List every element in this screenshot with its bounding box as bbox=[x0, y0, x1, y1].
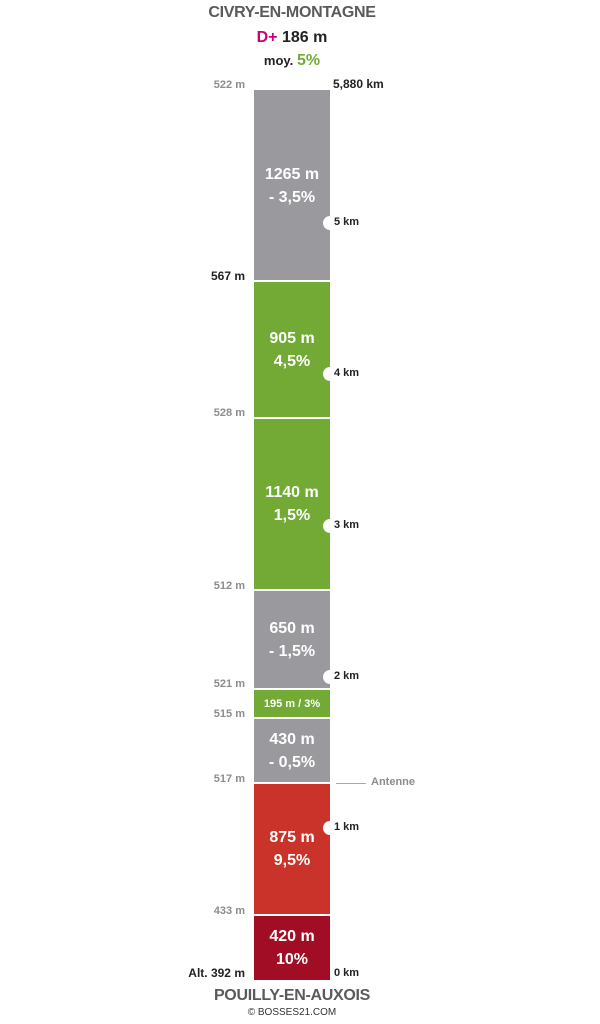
altitude-label: 522 m bbox=[213, 79, 245, 91]
segment-1: 1265 m - 3,5% bbox=[254, 90, 330, 281]
antenna-annotation: Antenne bbox=[371, 776, 415, 788]
altitude-label: 521 m bbox=[213, 678, 245, 690]
start-town-name: CIVRY-EN-MONTAGNE bbox=[208, 4, 376, 21]
km-marker-label: 0 km bbox=[334, 967, 360, 979]
altitude-label: Alt. 392 m bbox=[188, 966, 245, 980]
km-marker-label: 2 km bbox=[334, 670, 360, 682]
km-marker-label: 5 km bbox=[334, 216, 360, 228]
antenna-leader-line bbox=[336, 783, 366, 784]
segment-4: 650 m - 1,5% bbox=[254, 590, 330, 689]
km-notch bbox=[323, 670, 337, 684]
altitude-label: 433 m bbox=[213, 905, 245, 917]
segment-divider bbox=[254, 914, 330, 916]
segment-3: 1140 m 1,5% bbox=[254, 418, 330, 590]
segment-gradient: - 1,5% bbox=[268, 642, 316, 660]
segment-5: 195 m / 3% bbox=[254, 689, 330, 718]
segment-gradient: 1,5% bbox=[273, 507, 311, 524]
segment-length: 875 m bbox=[269, 829, 315, 846]
segment-divider bbox=[254, 417, 330, 419]
segment-length: 650 m bbox=[269, 619, 315, 637]
km-marker-label: 3 km bbox=[334, 519, 360, 531]
segment-6: 430 m - 0,5% bbox=[254, 718, 330, 783]
segment-length: 1140 m bbox=[265, 484, 319, 501]
altitude-label: 517 m bbox=[213, 773, 245, 785]
km-notch bbox=[323, 216, 337, 230]
segment-divider bbox=[254, 280, 330, 282]
elevation-gain-label: D+ bbox=[256, 29, 278, 46]
km-notch bbox=[323, 519, 337, 533]
segment-length: 430 m bbox=[269, 730, 315, 748]
km-marker-label: 4 km bbox=[334, 367, 360, 379]
segment-length: 905 m bbox=[269, 329, 315, 347]
segment-divider bbox=[254, 717, 330, 719]
altitude-label: 528 m bbox=[213, 407, 245, 419]
segment-divider bbox=[254, 688, 330, 690]
segment-gradient: - 3,5% bbox=[268, 188, 316, 206]
elevation-gain: D+ 186 m bbox=[0, 29, 584, 47]
elevation-gain-value: 186 m bbox=[281, 29, 328, 46]
total-distance-label: 5,880 km bbox=[333, 77, 384, 91]
segment-7: 875 m 9,5% bbox=[254, 783, 330, 915]
km-notch bbox=[323, 367, 337, 381]
segment-gradient: - 0,5% bbox=[268, 753, 316, 771]
end-town-name: POUILLY-EN-AUXOIS bbox=[213, 987, 371, 1004]
altitude-label: 512 m bbox=[213, 580, 245, 592]
altitude-label: 567 m bbox=[210, 269, 245, 283]
segment-8: 420 m 10% bbox=[254, 915, 330, 980]
segment-gradient: 9,5% bbox=[273, 852, 311, 869]
segment-gradient: 4,5% bbox=[273, 352, 311, 370]
segment-length: 1265 m bbox=[264, 165, 320, 183]
copyright-text: © BOSSES21.COM bbox=[247, 1007, 337, 1018]
segment-2: 905 m 4,5% bbox=[254, 281, 330, 418]
segment-length: 420 m bbox=[269, 927, 315, 945]
segment-gradient: 10% bbox=[275, 950, 309, 968]
average-gradient-label: moy. bbox=[263, 53, 294, 68]
altitude-label: 515 m bbox=[213, 708, 245, 720]
km-notch bbox=[323, 821, 337, 835]
average-gradient-value: 5% bbox=[296, 52, 321, 69]
average-gradient: moy. 5% bbox=[0, 52, 584, 70]
segment-divider bbox=[254, 782, 330, 784]
km-marker-label: 1 km bbox=[334, 821, 360, 833]
segment-length: 195 m / 3% bbox=[263, 697, 321, 710]
segment-divider bbox=[254, 589, 330, 591]
